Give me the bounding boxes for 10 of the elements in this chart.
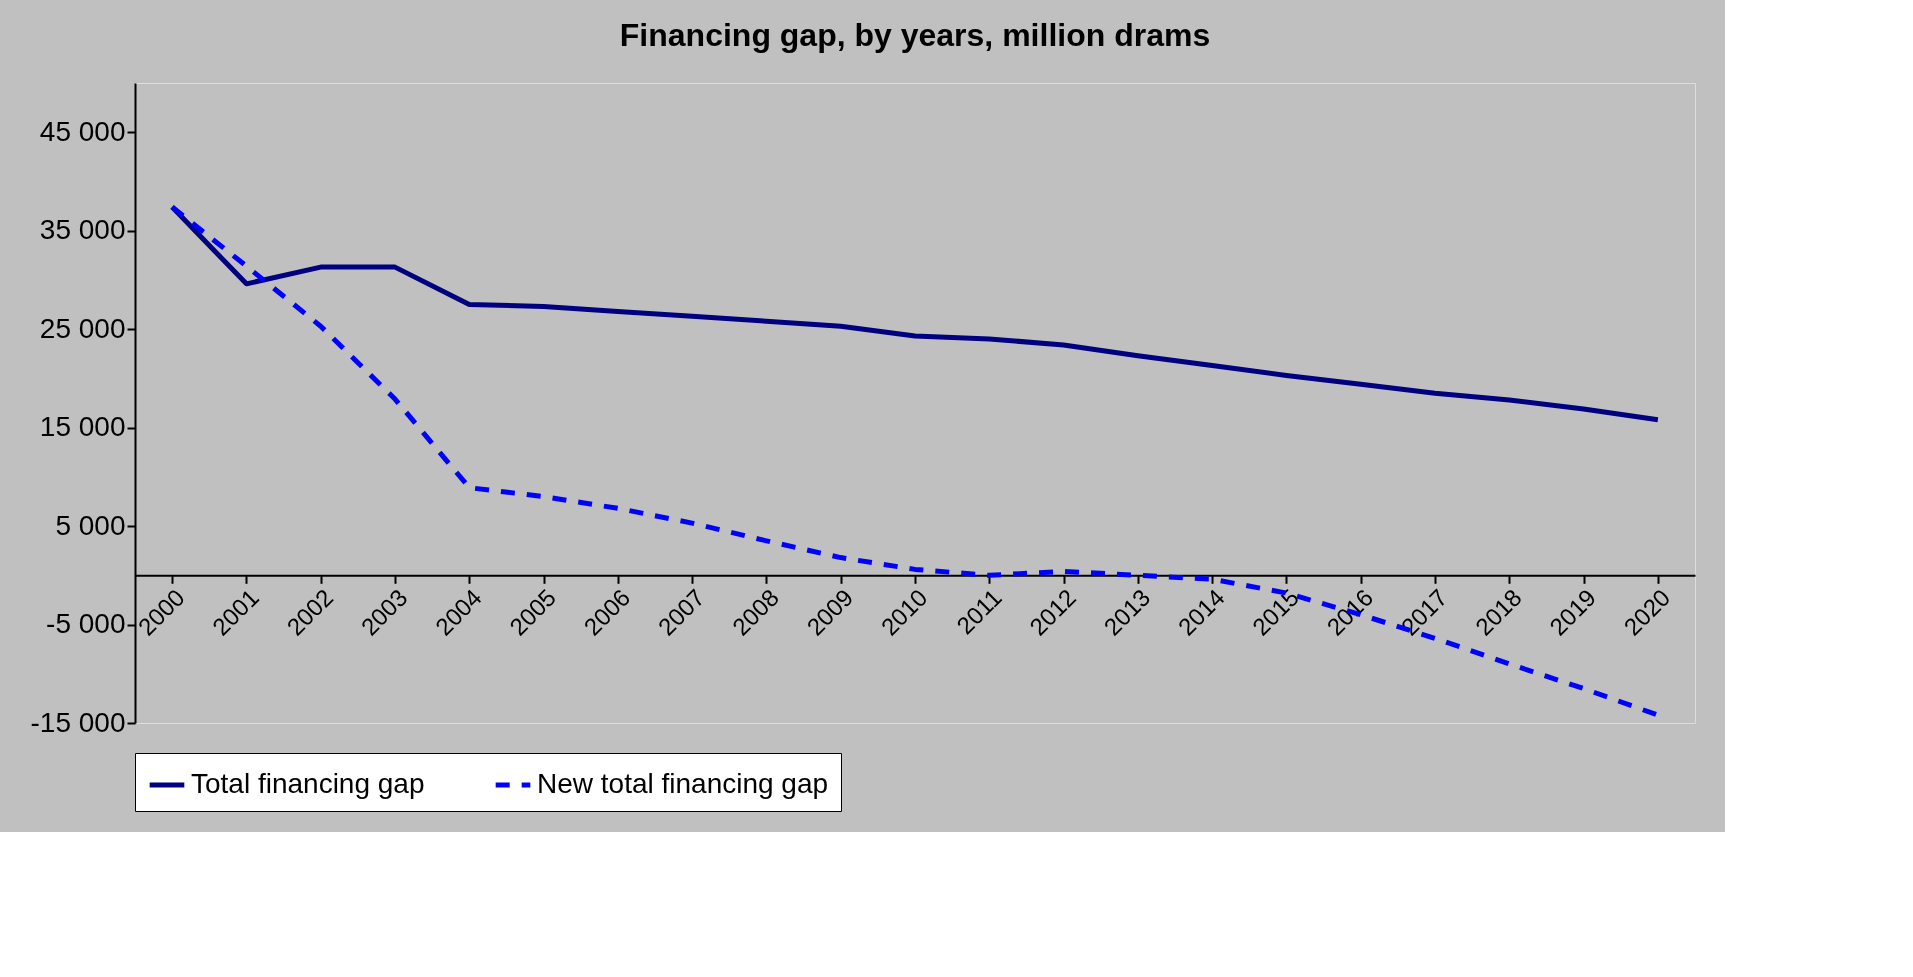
y-tick-label: 45 000 bbox=[39, 115, 126, 147]
y-tick-label: -15 000 bbox=[30, 706, 126, 738]
chart-title: Financing gap, by years, million drams bbox=[619, 17, 1211, 53]
legend-label: New total financing gap bbox=[537, 768, 829, 799]
y-tick-label: 15 000 bbox=[39, 411, 126, 443]
legend-label: Total financing gap bbox=[191, 768, 425, 799]
y-tick-label: 5 000 bbox=[55, 509, 126, 541]
y-tick-label: -5 000 bbox=[46, 608, 126, 640]
y-tick-label: 25 000 bbox=[39, 312, 126, 344]
y-tick-label: 35 000 bbox=[39, 214, 126, 246]
